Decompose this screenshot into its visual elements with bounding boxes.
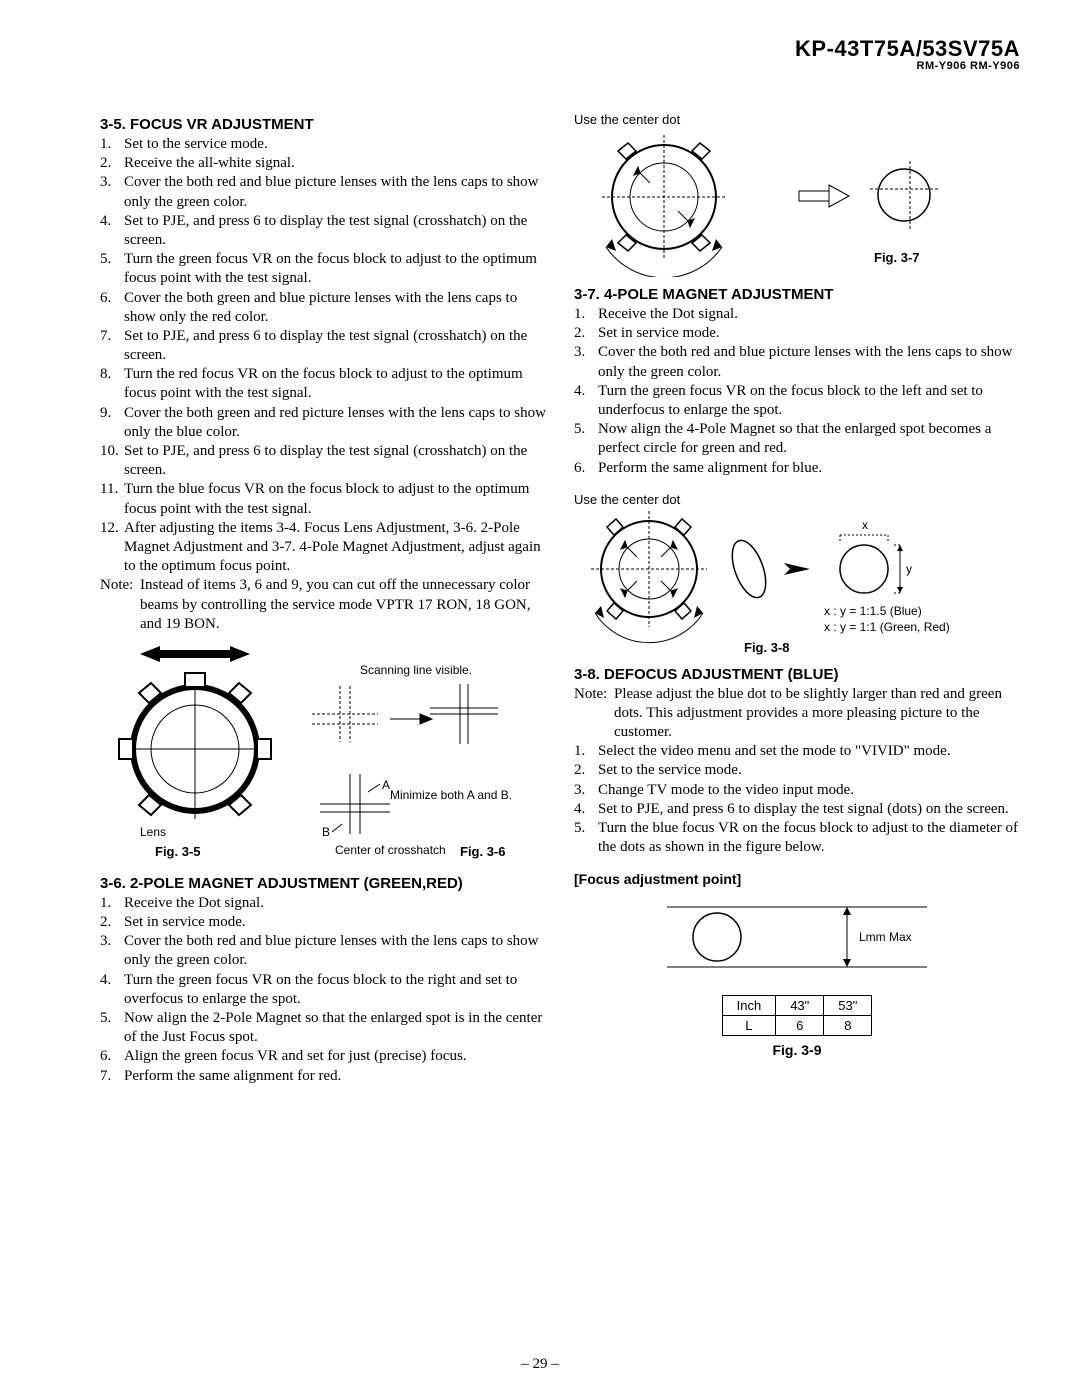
step-text: Set to the service mode. [124,135,546,154]
step-text: Receive the Dot signal. [598,305,1020,324]
note-label: Note: [574,685,614,743]
center-crosshatch-label: Center of crosshatch [335,843,446,857]
left-column: 3-5. FOCUS VR ADJUSTMENT 1.Set to the se… [100,112,546,1086]
table-cell: 53" [824,996,872,1016]
focus-point-table: Inch 43" 53" L 6 8 [722,995,873,1036]
fig-3-8-caption: Fig. 3-8 [744,640,790,655]
figure-3-7: Fig. 3-7 [574,127,1020,282]
y-label: y [906,562,912,576]
step-text: Receive the all-white signal. [124,154,546,173]
step-text: Select the video menu and set the mode t… [598,742,1020,761]
section-3-8-note: Note: Please adjust the blue dot to be s… [574,685,1020,743]
minimize-label: Minimize both A and B. [390,788,512,802]
ratio-green-red: x : y = 1:1 (Green, Red) [824,620,950,634]
step-text: Set to the service mode. [598,761,1020,780]
figure-3-9: Lmm Max Inch 43" 53" L 6 8 Fig. 3-9 [574,897,1020,1058]
figure-3-8: x y x : y = 1:1.5 (Blue) x : y = 1:1 (Gr… [574,507,1020,662]
step-text: Perform the same alignment for blue. [598,459,1020,478]
lmm-max-label: Lmm Max [859,930,912,944]
step-text: Set to PJE, and press 6 to display the t… [598,800,1020,819]
use-center-dot-label: Use the center dot [574,112,1020,127]
section-3-8-steps: 1.Select the video menu and set the mode… [574,742,1020,857]
step-text: Now align the 2-Pole Magnet so that the … [124,1009,546,1047]
step-text: Turn the blue focus VR on the focus bloc… [598,819,1020,857]
scanning-line-label: Scanning line visible. [360,663,472,677]
section-3-5-note: Note: Instead of items 3, 6 and 9, you c… [100,576,546,634]
note-text: Instead of items 3, 6 and 9, you can cut… [140,576,546,634]
step-text: After adjusting the items 3-4. Focus Len… [124,519,546,577]
ratio-blue: x : y = 1:1.5 (Blue) [824,604,922,618]
step-text: Receive the Dot signal. [124,894,546,913]
note-text: Please adjust the blue dot to be slightl… [614,685,1020,743]
step-text: Turn the green focus VR on the focus blo… [124,971,546,1009]
step-text: Turn the green focus VR on the focus blo… [124,250,546,288]
focus-adjustment-point-label: [Focus adjustment point] [574,871,1020,887]
label-a: A [382,778,390,792]
step-text: Set in service mode. [124,913,546,932]
step-text: Set to PJE, and press 6 to display the t… [124,327,546,365]
label-b: B [322,825,330,839]
table-cell: 6 [776,1016,824,1036]
page-number: – 29 – [0,1356,1080,1373]
section-3-6-title: 3-6. 2-POLE MAGNET ADJUSTMENT (GREEN,RED… [100,875,546,892]
lens-crosshatch-diagram: Lens Fig. 3-5 Scanning line visible. [100,644,530,864]
model-number: KP-43T75A/53SV75A [100,36,1020,62]
content-columns: 3-5. FOCUS VR ADJUSTMENT 1.Set to the se… [100,112,1020,1086]
table-cell: L [722,1016,776,1036]
defocus-diagram: Lmm Max [647,897,947,987]
section-3-5-steps: 1.Set to the service mode. 2.Receive the… [100,135,546,576]
table-cell: 8 [824,1016,872,1036]
doc-header: KP-43T75A/53SV75A RM-Y906 RM-Y906 [100,36,1020,72]
fig-3-5-caption: Fig. 3-5 [155,844,201,859]
step-text: Now align the 4-Pole Magnet so that the … [598,420,1020,458]
use-center-dot-label-2: Use the center dot [574,492,1020,507]
table-cell: 43" [776,996,824,1016]
section-3-5-title: 3-5. FOCUS VR ADJUSTMENT [100,116,546,133]
section-3-7-steps: 1.Receive the Dot signal. 2.Set in servi… [574,305,1020,478]
step-text: Set to PJE, and press 6 to display the t… [124,442,546,480]
step-text: Set to PJE, and press 6 to display the t… [124,212,546,250]
step-text: Align the green focus VR and set for jus… [124,1047,546,1066]
two-pole-diagram: Fig. 3-7 [574,127,1014,277]
step-text: Turn the red focus VR on the focus block… [124,365,546,403]
x-label: x [862,518,868,532]
right-column: Use the center dot [574,112,1020,1086]
step-text: Turn the blue focus VR on the focus bloc… [124,480,546,518]
figure-3-5-3-6: Lens Fig. 3-5 Scanning line visible. [100,644,546,869]
fig-3-9-caption: Fig. 3-9 [574,1042,1020,1058]
table-cell: Inch [722,996,776,1016]
step-text: Perform the same alignment for red. [124,1067,546,1086]
step-text: Turn the green focus VR on the focus blo… [598,382,1020,420]
four-pole-diagram: x y x : y = 1:1.5 (Blue) x : y = 1:1 (Gr… [574,507,1014,657]
section-3-8-title: 3-8. DEFOCUS ADJUSTMENT (BLUE) [574,666,1020,683]
step-text: Cover the both red and blue picture lens… [124,932,546,970]
step-text: Cover the both green and red picture len… [124,404,546,442]
step-text: Cover the both red and blue picture lens… [598,343,1020,381]
fig-3-6-caption: Fig. 3-6 [460,844,506,859]
step-text: Cover the both red and blue picture lens… [124,173,546,211]
step-text: Change TV mode to the video input mode. [598,781,1020,800]
step-text: Set in service mode. [598,324,1020,343]
section-3-7-title: 3-7. 4-POLE MAGNET ADJUSTMENT [574,286,1020,303]
lens-label: Lens [140,825,166,839]
fig-3-7-caption: Fig. 3-7 [874,250,920,265]
note-label: Note: [100,576,140,634]
section-3-6-steps: 1.Receive the Dot signal. 2.Set in servi… [100,894,546,1086]
step-text: Cover the both green and blue picture le… [124,289,546,327]
